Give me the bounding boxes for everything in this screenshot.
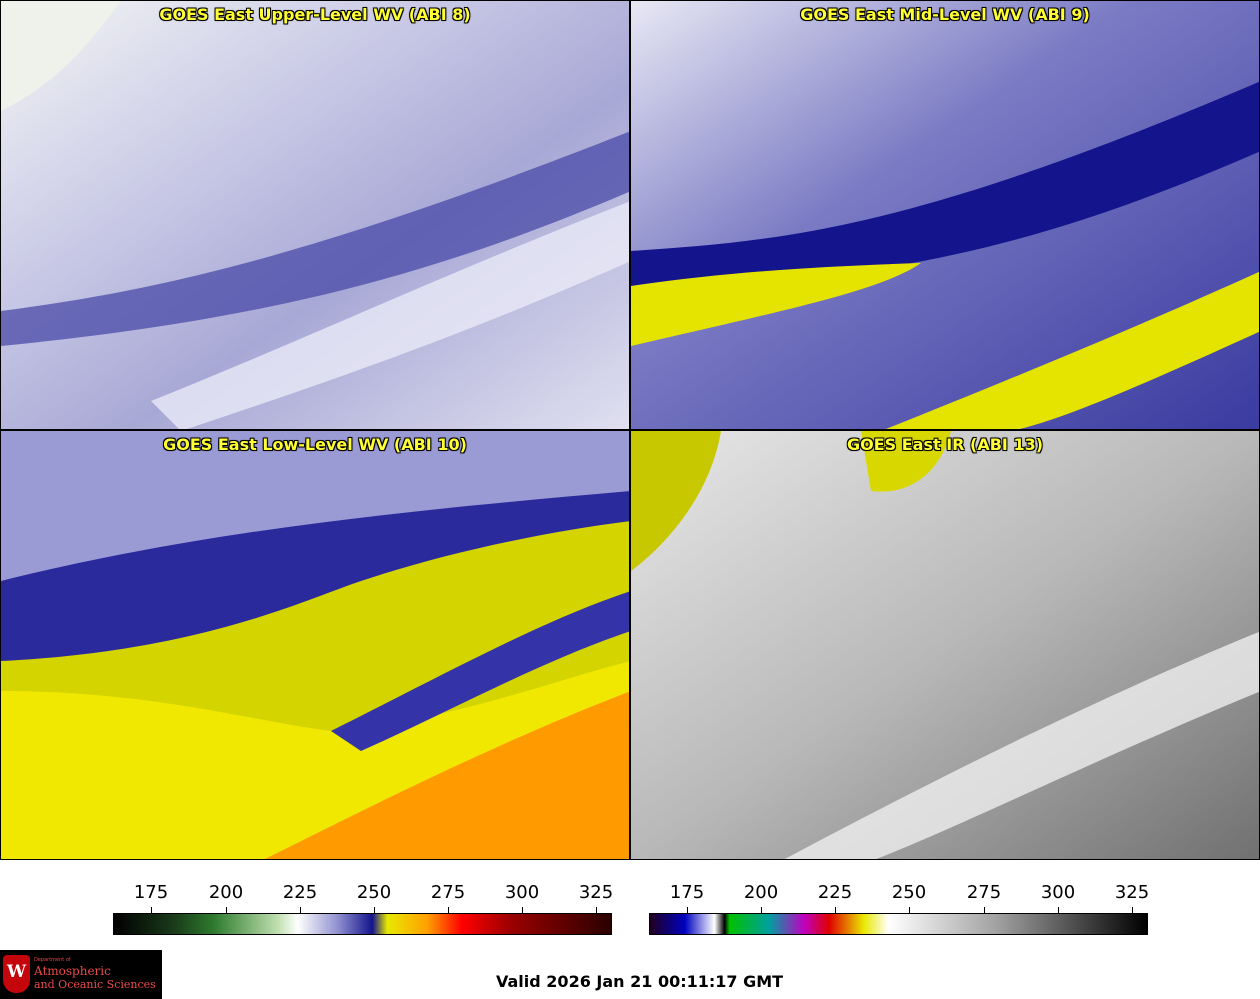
panel-mid-level-wv: GOES East Mid-Level WV (ABI 9) bbox=[630, 0, 1260, 430]
satellite-image-mid bbox=[631, 1, 1259, 429]
wv-tick-225: 225 bbox=[282, 882, 318, 903]
ir-tick-275: 275 bbox=[966, 882, 1002, 903]
panel-low-level-wv: GOES East Low-Level WV (ABI 10) bbox=[0, 430, 630, 860]
valid-time: Valid 2026 Jan 21 00:11:17 GMT bbox=[496, 972, 784, 991]
ir-tick-250: 250 bbox=[891, 882, 927, 903]
logo-department: Department of bbox=[34, 957, 71, 963]
satellite-image-low bbox=[1, 431, 629, 859]
panel-ir: GOES East IR (ABI 13) bbox=[630, 430, 1260, 860]
wv-tick-175: 175 bbox=[133, 882, 169, 903]
panel-title: GOES East Upper-Level WV (ABI 8) bbox=[159, 5, 471, 24]
wv-tick-300: 300 bbox=[504, 882, 540, 903]
wv-tick-275: 275 bbox=[430, 882, 466, 903]
ir-tick-325: 325 bbox=[1114, 882, 1150, 903]
uw-shield-icon bbox=[3, 955, 30, 993]
satellite-image-upper bbox=[1, 1, 629, 429]
satellite-image-ir bbox=[631, 431, 1259, 859]
logo-line1: Atmospheric bbox=[34, 964, 111, 978]
wv-tick-250: 250 bbox=[356, 882, 392, 903]
wv-tick-200: 200 bbox=[208, 882, 244, 903]
aos-logo: W Department of Atmospheric and Oceanic … bbox=[0, 950, 162, 999]
ir-tick-300: 300 bbox=[1040, 882, 1076, 903]
ir-tick-200: 200 bbox=[743, 882, 779, 903]
panel-title: GOES East IR (ABI 13) bbox=[846, 435, 1044, 454]
wv-tick-325: 325 bbox=[578, 882, 614, 903]
ir-tick-225: 225 bbox=[817, 882, 853, 903]
ir-tick-175: 175 bbox=[669, 882, 705, 903]
panel-upper-level-wv: GOES East Upper-Level WV (ABI 8) bbox=[0, 0, 630, 430]
uw-w-icon: W bbox=[6, 962, 27, 982]
panel-title: GOES East Low-Level WV (ABI 10) bbox=[163, 435, 467, 454]
logo-line2: and Oceanic Sciences bbox=[34, 978, 156, 991]
panel-title: GOES East Mid-Level WV (ABI 9) bbox=[800, 5, 1090, 24]
